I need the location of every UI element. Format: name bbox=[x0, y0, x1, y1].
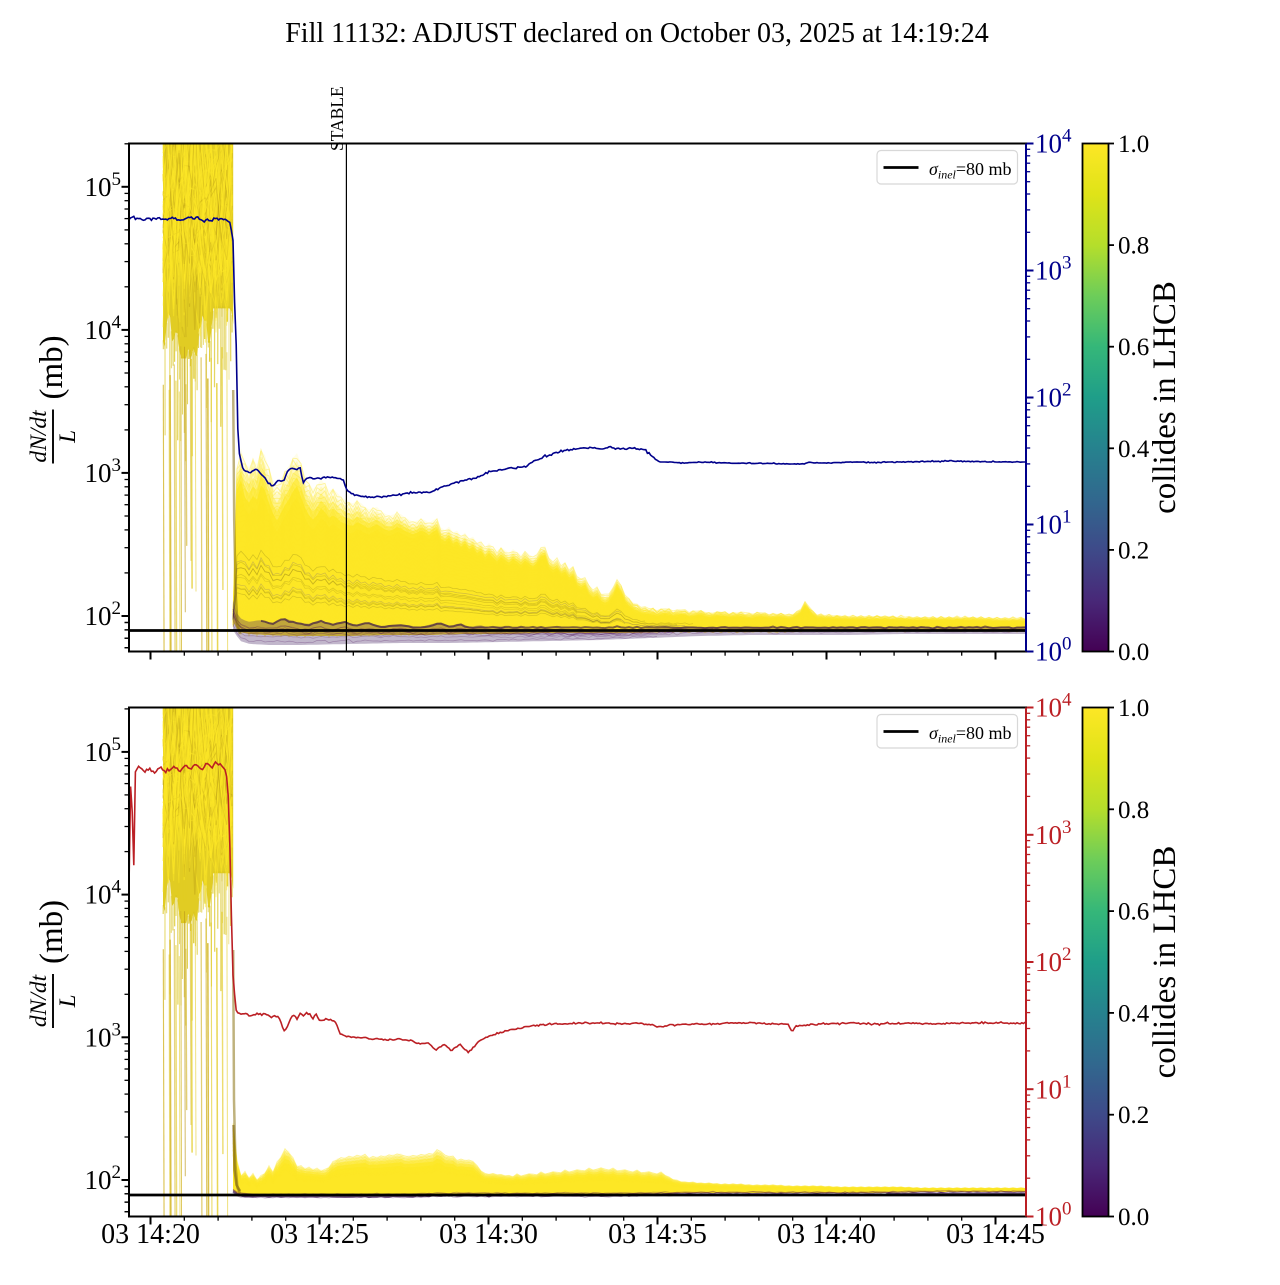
svg-text:1.0: 1.0 bbox=[1118, 695, 1149, 722]
svg-text:102: 102 bbox=[85, 1162, 122, 1195]
svg-text:collides in LHCB: collides in LHCB bbox=[1147, 846, 1183, 1079]
svg-text:0.2: 0.2 bbox=[1118, 1102, 1149, 1129]
svg-text:0.0: 0.0 bbox=[1118, 1204, 1149, 1231]
svg-text:103: 103 bbox=[85, 1019, 122, 1052]
svg-text:0.8: 0.8 bbox=[1118, 797, 1149, 824]
svg-text:103: 103 bbox=[85, 455, 122, 488]
svg-text:03 14:25: 03 14:25 bbox=[270, 1219, 369, 1250]
svg-text:0.2: 0.2 bbox=[1118, 537, 1149, 564]
svg-text:03 14:40: 03 14:40 bbox=[777, 1219, 876, 1250]
svg-text:102: 102 bbox=[85, 598, 122, 631]
svg-text:collides in LHCB: collides in LHCB bbox=[1147, 281, 1183, 514]
svg-text:dN/dt: dN/dt bbox=[26, 974, 52, 1027]
svg-text:104: 104 bbox=[85, 312, 122, 345]
svg-text:Fill 11132: ADJUST declared on: Fill 11132: ADJUST declared on October 0… bbox=[285, 18, 989, 49]
svg-text:104: 104 bbox=[1035, 126, 1072, 159]
svg-text:σinel=80 mb: σinel=80 mb bbox=[929, 159, 1012, 182]
svg-text:0.0: 0.0 bbox=[1118, 639, 1149, 666]
svg-text:(mb): (mb) bbox=[34, 900, 70, 964]
svg-text:100: 100 bbox=[1035, 634, 1072, 667]
svg-text:1.0: 1.0 bbox=[1118, 131, 1149, 158]
svg-text:101: 101 bbox=[1035, 1071, 1072, 1104]
svg-text:0.8: 0.8 bbox=[1118, 233, 1149, 260]
svg-text:STABLE: STABLE bbox=[327, 86, 347, 151]
svg-text:101: 101 bbox=[1035, 507, 1072, 540]
svg-text:(mb): (mb) bbox=[34, 335, 70, 399]
svg-text:0.4: 0.4 bbox=[1118, 436, 1150, 463]
svg-text:105: 105 bbox=[85, 169, 122, 202]
svg-text:0.6: 0.6 bbox=[1118, 334, 1149, 361]
svg-text:03 14:20: 03 14:20 bbox=[101, 1219, 200, 1250]
svg-text:dN/dt: dN/dt bbox=[26, 410, 52, 463]
svg-text:0.4: 0.4 bbox=[1118, 1000, 1150, 1027]
svg-text:0.6: 0.6 bbox=[1118, 899, 1149, 926]
svg-text:105: 105 bbox=[85, 734, 122, 767]
svg-text:03 14:35: 03 14:35 bbox=[608, 1219, 707, 1250]
svg-text:102: 102 bbox=[1035, 380, 1072, 413]
svg-text:104: 104 bbox=[1035, 690, 1072, 723]
svg-text:103: 103 bbox=[1035, 253, 1072, 286]
svg-text:03 14:30: 03 14:30 bbox=[439, 1219, 538, 1250]
svg-text:103: 103 bbox=[1035, 817, 1072, 850]
svg-text:104: 104 bbox=[85, 877, 122, 910]
svg-text:03 14:45: 03 14:45 bbox=[946, 1219, 1045, 1250]
svg-text:102: 102 bbox=[1035, 944, 1072, 977]
svg-text:L: L bbox=[55, 995, 80, 1009]
svg-text:σinel=80 mb: σinel=80 mb bbox=[929, 723, 1012, 746]
svg-text:L: L bbox=[55, 430, 80, 444]
